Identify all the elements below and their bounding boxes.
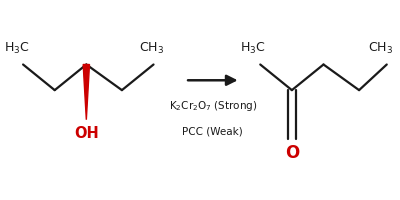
Text: H$_3$C: H$_3$C <box>240 41 265 56</box>
Text: CH$_3$: CH$_3$ <box>139 41 164 56</box>
Text: H$_3$C: H$_3$C <box>4 41 30 56</box>
Text: K$_2$Cr$_2$O$_7$ (Strong): K$_2$Cr$_2$O$_7$ (Strong) <box>169 99 257 113</box>
Text: PCC (Weak): PCC (Weak) <box>182 127 243 137</box>
Text: O: O <box>285 144 299 162</box>
Text: OH: OH <box>74 126 99 141</box>
Text: CH$_3$: CH$_3$ <box>368 41 393 56</box>
Polygon shape <box>83 64 90 120</box>
